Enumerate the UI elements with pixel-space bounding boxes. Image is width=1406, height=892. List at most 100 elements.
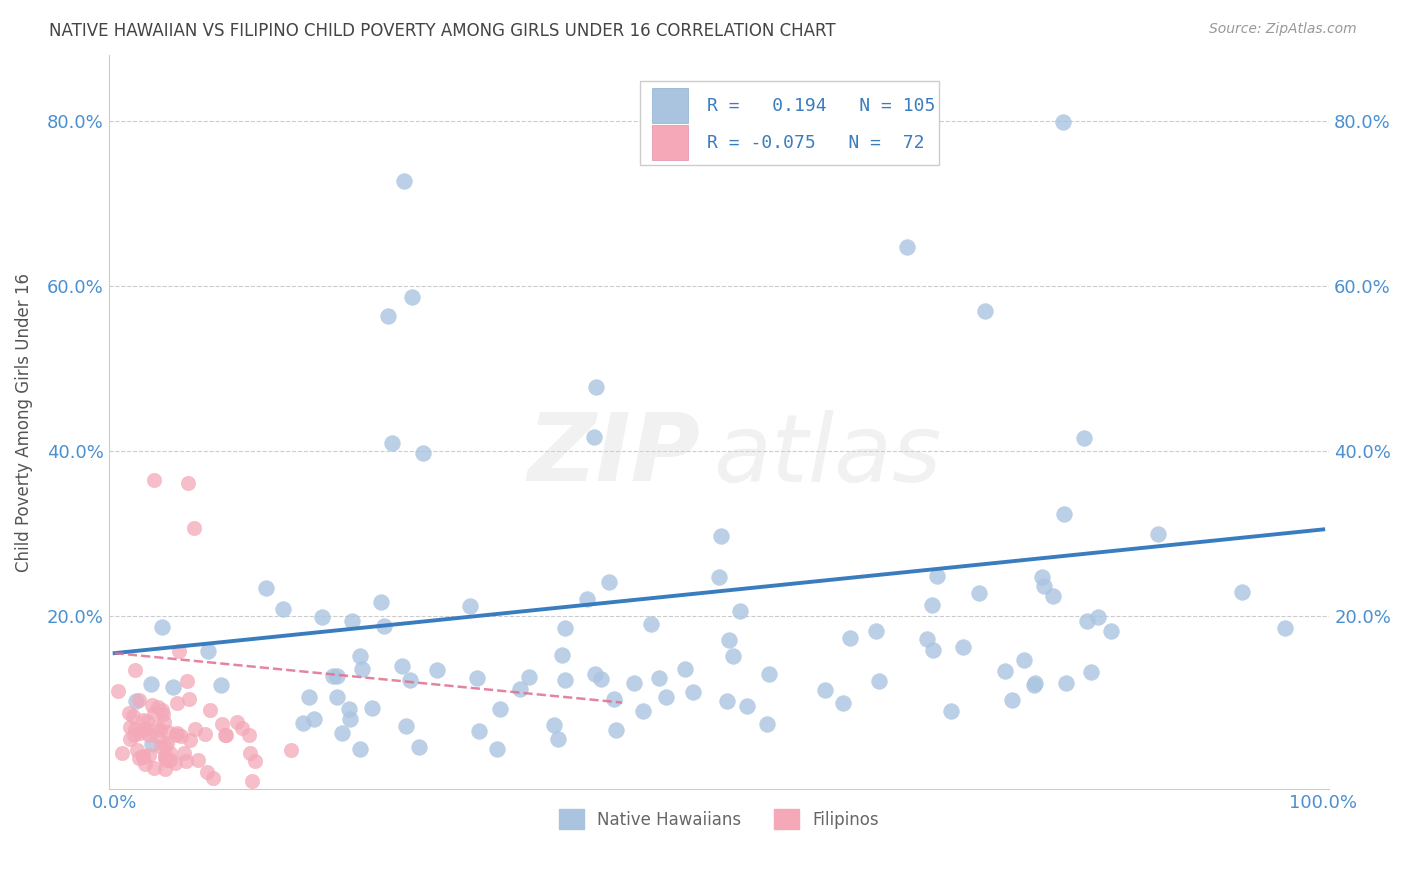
Point (655, 690, 678, 704)
Point (153, 714, 176, 729)
Point (377, 309, 399, 323)
Point (298, 690, 321, 704)
Point (467, 724, 489, 739)
Point (458, 599, 481, 614)
Point (142, 706, 165, 721)
Point (707, 570, 730, 584)
Point (598, 575, 620, 590)
FancyBboxPatch shape (640, 81, 939, 165)
Point (349, 742, 371, 756)
Point (865, 624, 887, 639)
Point (623, 676, 645, 690)
Point (162, 680, 184, 694)
Point (554, 673, 576, 688)
Point (197, 765, 219, 780)
Point (152, 706, 174, 721)
Point (156, 736, 179, 750)
Point (735, 699, 758, 714)
Point (1012, 653, 1035, 667)
Point (710, 529, 733, 543)
Point (554, 621, 576, 635)
Point (125, 694, 148, 708)
Point (159, 746, 181, 760)
Point (302, 712, 325, 726)
Point (682, 685, 704, 699)
Point (399, 673, 422, 687)
Point (1146, 527, 1168, 541)
Point (758, 667, 780, 681)
Point (131, 749, 153, 764)
Point (153, 748, 176, 763)
Point (183, 521, 205, 535)
Point (489, 702, 512, 716)
Point (166, 696, 188, 710)
Point (120, 732, 142, 747)
Point (339, 712, 361, 726)
Point (132, 750, 155, 764)
Point (589, 672, 612, 686)
Point (173, 746, 195, 760)
Point (1022, 678, 1045, 692)
Point (1099, 624, 1122, 639)
Point (155, 753, 177, 767)
Point (716, 694, 738, 708)
Point (141, 737, 163, 751)
Point (165, 728, 187, 742)
Point (922, 643, 945, 657)
Point (408, 739, 430, 754)
Point (111, 746, 134, 760)
Point (1232, 585, 1254, 599)
Point (127, 742, 149, 756)
Point (1274, 621, 1296, 635)
Point (142, 474, 165, 488)
Point (509, 682, 531, 697)
Point (134, 722, 156, 736)
Point (176, 674, 198, 689)
Point (214, 728, 236, 742)
Point (370, 595, 392, 609)
Point (673, 662, 696, 676)
Point (1031, 569, 1053, 583)
Point (1073, 431, 1095, 445)
Point (239, 747, 262, 761)
Text: R =   0.194   N = 105: R = 0.194 N = 105 (707, 97, 935, 115)
Point (215, 728, 238, 742)
Point (373, 618, 395, 632)
Point (517, 670, 540, 684)
Point (187, 753, 209, 767)
Point (412, 446, 434, 460)
Point (547, 732, 569, 747)
Point (150, 620, 173, 634)
Point (124, 729, 146, 743)
Point (640, 617, 662, 632)
Point (337, 702, 360, 716)
Point (605, 723, 627, 737)
Point (814, 683, 837, 698)
Point (994, 664, 1017, 678)
Point (124, 722, 146, 736)
Point (952, 640, 974, 655)
Point (238, 728, 260, 742)
Point (349, 648, 371, 663)
Point (157, 725, 180, 739)
Point (194, 727, 217, 741)
Point (141, 677, 163, 691)
Point (153, 762, 176, 776)
Y-axis label: Child Poverty Among Girls Under 16: Child Poverty Among Girls Under 16 (15, 273, 32, 572)
Text: Source: ZipAtlas.com: Source: ZipAtlas.com (1209, 22, 1357, 37)
Point (340, 614, 363, 628)
Point (1001, 693, 1024, 707)
Point (465, 671, 488, 685)
Point (138, 728, 160, 742)
Point (925, 569, 948, 583)
Point (292, 715, 315, 730)
Point (1087, 610, 1109, 624)
Point (153, 739, 176, 753)
Point (226, 715, 249, 730)
Point (551, 648, 574, 663)
Point (1054, 676, 1077, 690)
Point (921, 599, 943, 613)
Point (170, 729, 193, 743)
Point (146, 721, 169, 735)
Point (730, 604, 752, 618)
